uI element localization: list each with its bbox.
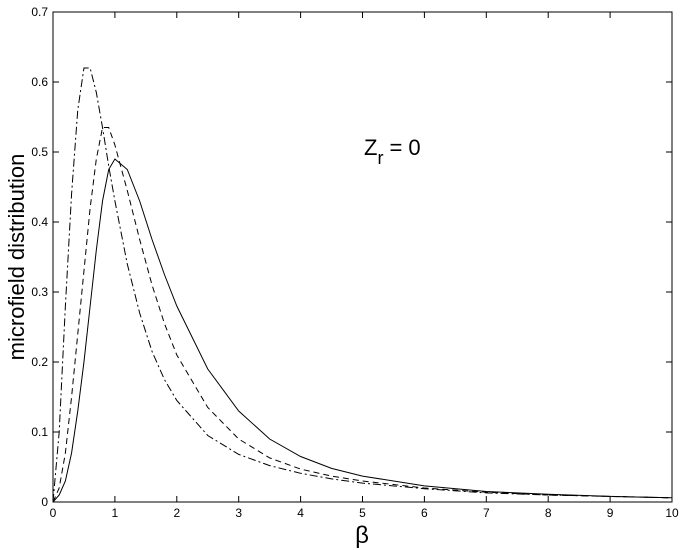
annotation: Zr = 0: [364, 135, 421, 168]
y-tick-label: 0.7: [31, 5, 48, 19]
x-tick-label: 4: [297, 506, 304, 520]
y-tick-label: 0.6: [31, 75, 48, 89]
x-tick-label: 5: [359, 506, 366, 520]
x-tick-label: 9: [607, 506, 614, 520]
x-tick-label: 7: [483, 506, 490, 520]
annotation-subscript: r: [377, 148, 383, 168]
y-tick-label: 0.1: [31, 425, 48, 439]
data-line: [52, 127, 673, 503]
y-tick-label: 0: [41, 495, 48, 509]
data-line: [52, 158, 673, 503]
x-tick-label: 1: [112, 506, 119, 520]
x-tick-label: 3: [235, 506, 242, 520]
annotation-main: Z: [364, 135, 377, 160]
y-axis-label: microfield distribution: [4, 154, 29, 361]
y-tick-label: 0.2: [31, 355, 48, 369]
y-tick-label: 0.3: [31, 285, 48, 299]
x-tick-label: 8: [545, 506, 552, 520]
data-line: [52, 67, 673, 503]
x-tick-label: 10: [665, 506, 679, 520]
plot-frame: [52, 11, 673, 503]
x-axis-label: β: [355, 522, 369, 549]
y-tick-label: 0.4: [31, 215, 48, 229]
x-tick-label: 2: [173, 506, 180, 520]
x-tick-label: 0: [50, 506, 57, 520]
annotation-rest: = 0: [389, 135, 420, 160]
y-tick-label: 0.5: [31, 145, 48, 159]
x-tick-label: 6: [421, 506, 428, 520]
